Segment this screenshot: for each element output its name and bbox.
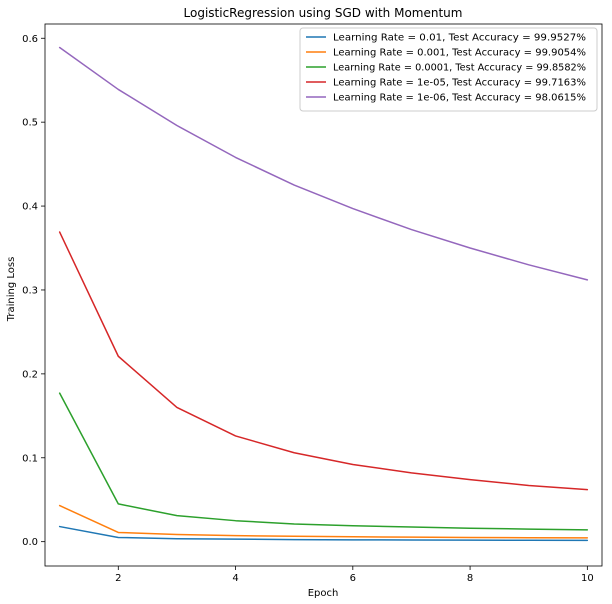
series-line-3 [58, 392, 589, 531]
legend-label-3: Learning Rate = 0.0001, Test Accuracy = … [333, 63, 586, 74]
x-tick-label: 2 [115, 573, 121, 584]
chart-title: LogisticRegression using SGD with Moment… [184, 6, 463, 20]
y-tick-label: 0.5 [22, 118, 38, 129]
legend-label-2: Learning Rate = 0.001, Test Accuracy = 9… [333, 48, 586, 59]
y-axis-label: Training Loss [6, 257, 17, 323]
legend: Learning Rate = 0.01, Test Accuracy = 99… [299, 27, 598, 112]
series-line-2 [58, 504, 589, 539]
legend-label-1: Learning Rate = 0.01, Test Accuracy = 99… [333, 33, 586, 44]
legend-label-4: Learning Rate = 1e-05, Test Accuracy = 9… [333, 78, 586, 89]
x-tick-label: 4 [232, 573, 238, 584]
y-tick-label: 0.2 [22, 369, 38, 380]
y-tick-label: 0.3 [22, 285, 38, 296]
x-tick-label: 10 [581, 573, 594, 584]
legend-label-5: Learning Rate = 1e-06, Test Accuracy = 9… [333, 93, 586, 104]
series-line-1 [58, 525, 589, 542]
x-tick-label: 8 [467, 573, 473, 584]
y-tick-label: 0.6 [22, 34, 38, 45]
plot-area: 2 4 6 8 10 0.0 0.1 0.2 0.3 0.4 0.5 0.6 [22, 23, 603, 584]
plot-frame [44, 23, 603, 567]
series-line-5 [58, 46, 589, 281]
x-tick-label: 6 [350, 573, 356, 584]
series-line-4 [58, 231, 589, 491]
legend-box [299, 27, 598, 112]
y-tick-label: 0.1 [22, 453, 38, 464]
y-tick-label: 0.0 [22, 537, 38, 548]
y-tick-label: 0.4 [22, 202, 38, 213]
x-axis-label: Epoch [308, 588, 339, 599]
